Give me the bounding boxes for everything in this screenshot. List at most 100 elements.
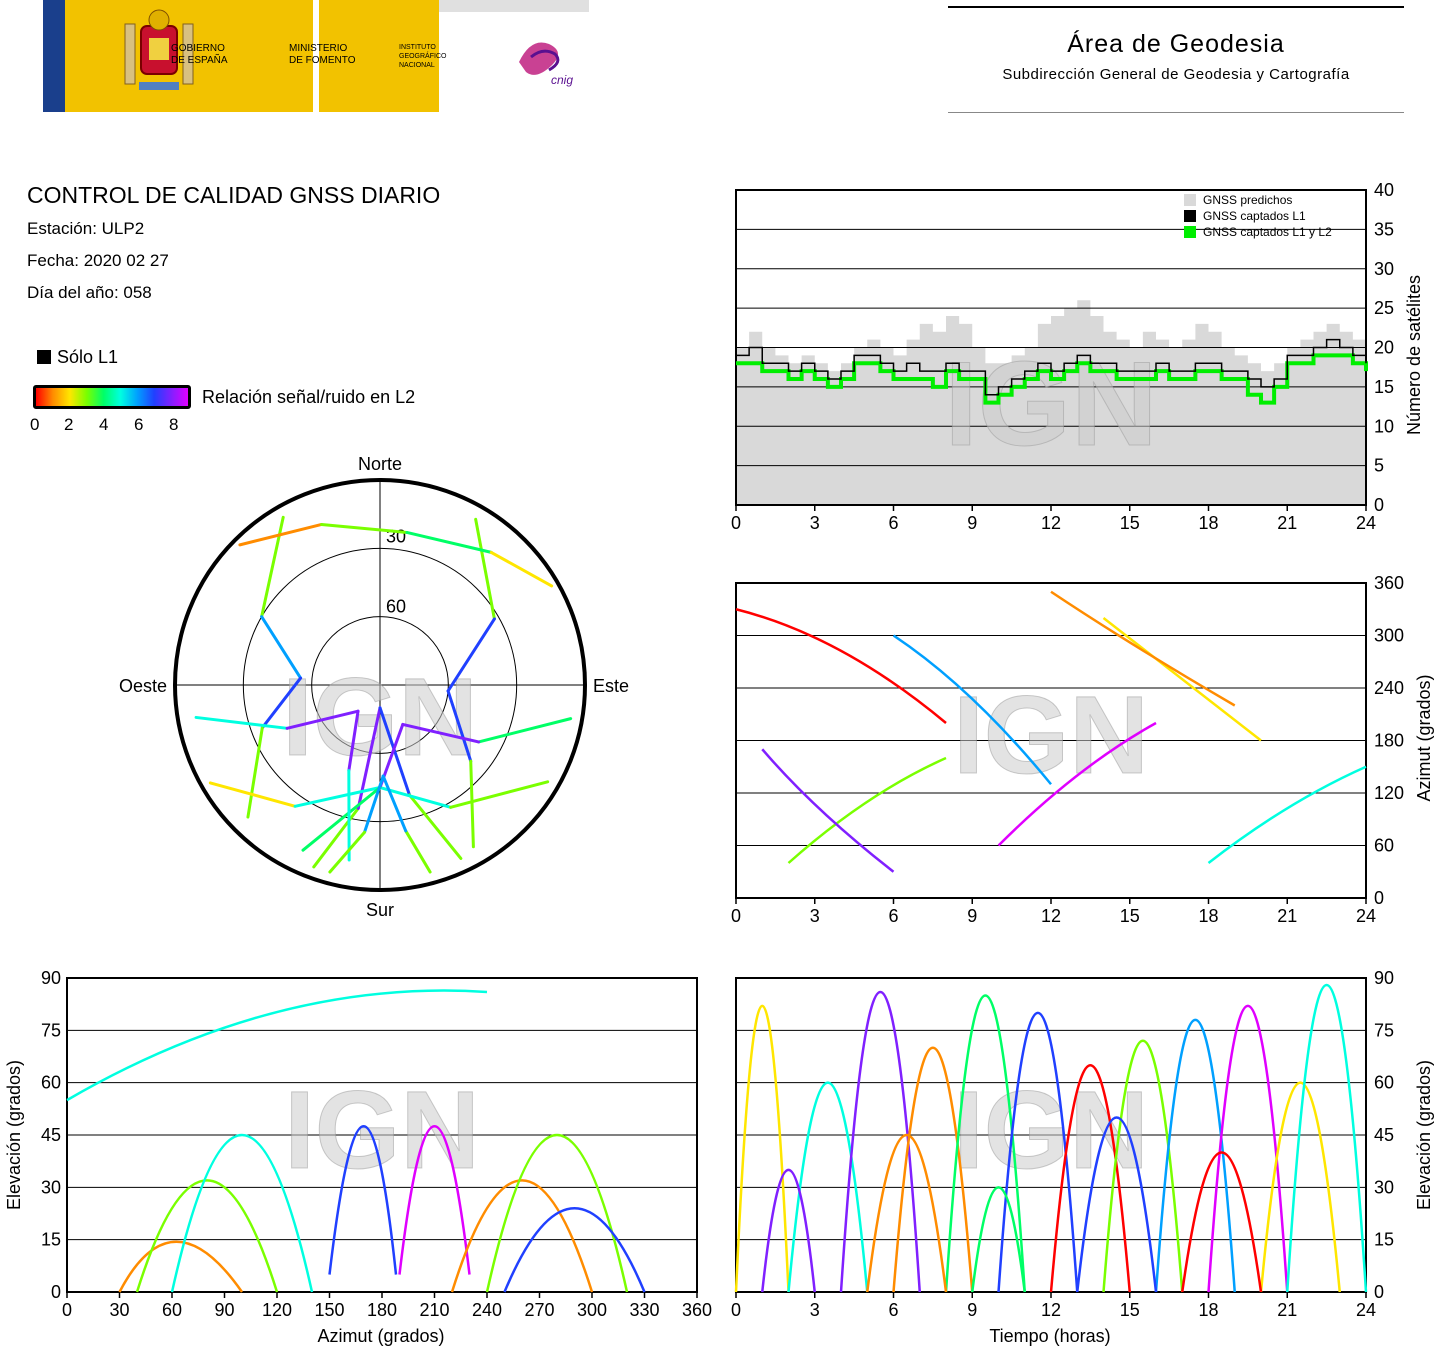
- elevation-time-x-axis-label: Tiempo (horas): [989, 1326, 1110, 1346]
- snr-tick: 6: [134, 415, 144, 434]
- sky-track-segment: [489, 550, 554, 588]
- elevation-time-track: [1181, 1151, 1263, 1293]
- elevation-azimuth-plot-area: 0 15 30 45 60 75 90 0 30 60 90 120 150 180 210 240 270 30…: [41, 968, 712, 1320]
- sky-track-segment: [469, 759, 475, 849]
- x-tick-label: 15: [1120, 906, 1140, 926]
- y-tick-label: 10: [1374, 416, 1394, 436]
- ign-watermark: IGN: [284, 1069, 480, 1192]
- east-label: Este: [593, 676, 629, 696]
- elevation-azimuth-y-axis-label: Elevación (grados): [4, 1060, 24, 1210]
- sky-track-segment: [446, 617, 496, 693]
- legend-swatch: [1184, 210, 1196, 222]
- sky-track-segment: [378, 786, 453, 809]
- area-title: Área de Geodesia: [1067, 30, 1285, 58]
- elevation-track: [503, 1207, 646, 1293]
- x-tick-label: 0: [731, 1300, 741, 1320]
- y-tick-label: 30: [1374, 1177, 1394, 1197]
- y-tick-label: 30: [1374, 259, 1394, 279]
- y-tick-label: 30: [41, 1177, 61, 1197]
- y-tick-label: 20: [1374, 338, 1394, 358]
- y-tick-label: 75: [1374, 1020, 1394, 1040]
- l1-only-label: Sólo L1: [57, 347, 119, 367]
- sky-track-segment: [401, 722, 481, 744]
- elevation-time-track: [944, 994, 1026, 1293]
- azimuth-time-y-axis-label: Azimut (grados): [1414, 674, 1434, 801]
- x-tick-label: 24: [1356, 906, 1376, 926]
- snr-tick: 4: [99, 415, 109, 434]
- elevation-time-chart: 0 15 30 45 60 75 90 0 3 6 9 12 15 18 21 24 IGN Elevación…: [731, 968, 1434, 1346]
- sky-track-segment: [446, 689, 473, 763]
- sky-track-segment: [320, 522, 409, 534]
- y-tick-label: 45: [1374, 1125, 1394, 1145]
- azimuth-track: [761, 748, 895, 873]
- ring-label: 60: [386, 597, 406, 617]
- elevation-time-track: [734, 1004, 790, 1293]
- x-tick-label: 180: [367, 1300, 397, 1320]
- x-tick-label: 12: [1041, 906, 1061, 926]
- elevation-azimuth-x-axis-label: Azimut (grados): [317, 1326, 444, 1346]
- x-tick-label: 12: [1041, 513, 1061, 533]
- area-subtitle: Subdirección General de Geodesia y Carto…: [1002, 66, 1350, 83]
- sky-track-segment: [477, 717, 573, 744]
- sky-track-segment: [405, 530, 493, 554]
- y-tick-label: 15: [1374, 1230, 1394, 1250]
- ign-watermark: IGN: [953, 674, 1149, 797]
- ign-label: INSTITUTO GEOGRÁFICO NACIONAL: [399, 44, 447, 69]
- sky-track-segment: [260, 615, 303, 680]
- x-tick-label: 9: [967, 1300, 977, 1320]
- elevation-time-track: [892, 1046, 974, 1293]
- snr-tick: 2: [64, 415, 74, 434]
- gobierno-label: GOBIERNO DE ESPAÑA: [171, 43, 228, 66]
- x-tick-label: 9: [967, 513, 977, 533]
- l1-series-line: [736, 338, 1367, 396]
- x-tick-label: 6: [888, 1300, 898, 1320]
- elevation-track: [170, 1133, 314, 1293]
- snr-tick: 8: [169, 415, 179, 434]
- elevation-time-track: [761, 1168, 816, 1293]
- legend-swatch: [1184, 194, 1196, 206]
- snr-colorbar: [33, 385, 191, 409]
- x-tick-label: 300: [577, 1300, 607, 1320]
- gobierno-panel: [79, 0, 313, 112]
- y-tick-label: 60: [41, 1073, 61, 1093]
- azimuth-time-chart: 0 60 120 180 240 300 360 0 3 6 9 12 15 18 21 24 IGN Azim…: [731, 573, 1434, 926]
- y-tick-label: 120: [1374, 783, 1404, 803]
- x-tick-label: 21: [1277, 906, 1297, 926]
- azimuth-track: [787, 756, 947, 864]
- ign-panel: cnig: [439, 12, 589, 112]
- legend-label: GNSS captados L1 y L2: [1203, 225, 1332, 239]
- y-tick-label: 180: [1374, 731, 1404, 751]
- cnig-text: cnig: [551, 73, 573, 87]
- x-tick-label: 24: [1356, 1300, 1376, 1320]
- elevation-track: [485, 1133, 629, 1293]
- x-tick-label: 15: [1120, 1300, 1140, 1320]
- snr-tick: 0: [30, 415, 40, 434]
- x-tick-label: 0: [731, 906, 741, 926]
- y-tick-label: 35: [1374, 219, 1394, 239]
- ign-watermark: IGN: [953, 1069, 1149, 1192]
- y-tick-label: 60: [1374, 1073, 1394, 1093]
- y-tick-label: 40: [1374, 180, 1394, 200]
- x-tick-label: 12: [1041, 1300, 1061, 1320]
- y-tick-label: 0: [51, 1282, 61, 1302]
- y-tick-label: 45: [41, 1125, 61, 1145]
- elevation-track: [398, 1125, 471, 1275]
- y-tick-label: 75: [41, 1020, 61, 1040]
- satellite-count-chart: 0 5 10 15 20 25 30 35 40 0 3 6 9 12 15 18 21 24 IGN GNSS pr…: [731, 180, 1424, 533]
- x-tick-label: 90: [214, 1300, 234, 1320]
- l1l2-series-line: [736, 353, 1368, 405]
- x-tick-label: 0: [731, 513, 741, 533]
- ministerio-label: MINISTERIO DE FOMENTO: [289, 43, 356, 66]
- y-tick-label: 300: [1374, 626, 1404, 646]
- elevation-time-track: [1102, 1039, 1184, 1293]
- legend-swatch: [1184, 226, 1196, 238]
- count-plot-area: 0 5 10 15 20 25 30 35 40 0 3 6 9 12 15 18 21 24 IGN GNSS pr…: [731, 180, 1394, 533]
- x-tick-label: 18: [1198, 906, 1218, 926]
- sky-track-segment: [404, 829, 432, 874]
- elevation-azimuth-chart: 0 15 30 45 60 75 90 0 30 60 90 120 150 180 210 240 270 30…: [4, 968, 712, 1346]
- x-tick-label: 30: [109, 1300, 129, 1320]
- elevation-time-track: [1259, 1081, 1341, 1293]
- x-tick-label: 360: [682, 1300, 712, 1320]
- elevation-time-track: [1076, 1116, 1158, 1293]
- sky-track-segment: [194, 715, 289, 730]
